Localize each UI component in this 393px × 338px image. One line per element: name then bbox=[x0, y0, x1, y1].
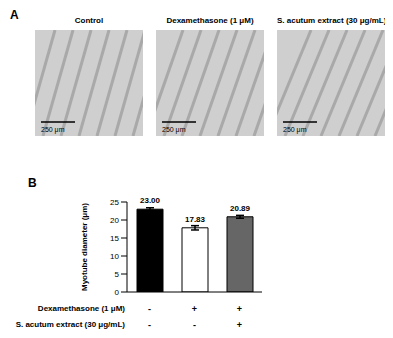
html-text:B: B bbox=[28, 176, 37, 190]
svg-text:250 μm: 250 μm bbox=[41, 126, 65, 134]
svg-text:20.89: 20.89 bbox=[230, 204, 251, 213]
svg-text:25: 25 bbox=[110, 198, 119, 207]
html-text:S. acutum extract (30 μg/mL): S. acutum extract (30 μg/mL) bbox=[15, 320, 125, 329]
svg-text:15: 15 bbox=[110, 234, 119, 243]
svg-text:250 μm: 250 μm bbox=[162, 126, 186, 134]
svg-text:23.00: 23.00 bbox=[140, 196, 161, 205]
html-text:A: A bbox=[10, 8, 19, 22]
svg-text:5: 5 bbox=[115, 270, 120, 279]
svg-text:250 μm: 250 μm bbox=[283, 126, 307, 134]
html-text:Dexamethasone (1 μM): Dexamethasone (1 μM) bbox=[166, 16, 254, 25]
svg-text:10: 10 bbox=[110, 252, 119, 261]
html-text:Control: Control bbox=[74, 16, 104, 25]
html-text:Dexamethasone (1 μM): Dexamethasone (1 μM) bbox=[37, 304, 125, 313]
svg-text:17.83: 17.83 bbox=[185, 215, 206, 224]
html-text:S. acutum extract (30 μg/mL): S. acutum extract (30 μg/mL) bbox=[277, 16, 387, 25]
svg-text:20: 20 bbox=[110, 216, 119, 225]
svg-text:0: 0 bbox=[115, 288, 120, 297]
svg-text:Myotube diameter (μm): Myotube diameter (μm) bbox=[80, 203, 89, 291]
